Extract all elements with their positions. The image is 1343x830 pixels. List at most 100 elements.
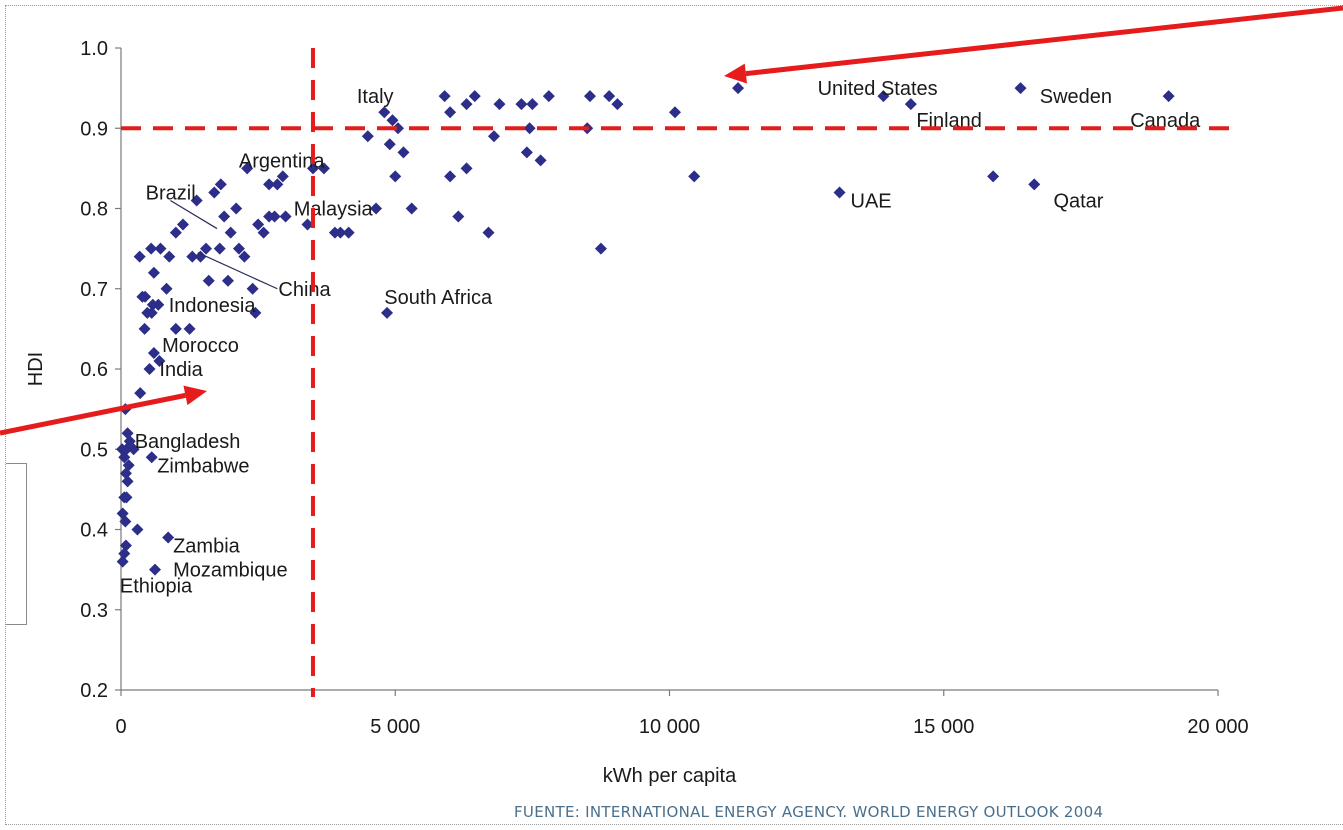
data-point	[246, 282, 259, 295]
data-point	[1014, 82, 1027, 95]
x-axis-label: kWh per capita	[603, 765, 737, 787]
data-point	[611, 98, 624, 111]
data-point	[163, 250, 176, 263]
data-point	[116, 555, 129, 568]
data-point	[276, 170, 289, 183]
data-point	[334, 226, 347, 239]
data-point	[145, 451, 158, 464]
data-point	[241, 162, 254, 175]
point-label: Indonesia	[169, 295, 257, 317]
data-point	[147, 346, 160, 359]
data-point	[1162, 90, 1175, 103]
x-tick-label: 0	[115, 716, 126, 738]
y-tick-label: 1.0	[80, 38, 108, 60]
data-point	[542, 90, 555, 103]
data-point	[160, 282, 173, 295]
point-label: Mozambique	[173, 560, 288, 582]
data-point	[169, 226, 182, 239]
data-point	[668, 106, 681, 119]
data-point	[162, 531, 175, 544]
data-point	[119, 515, 132, 528]
point-label: Zambia	[173, 536, 241, 558]
y-tick-label: 0.4	[80, 520, 108, 542]
data-point	[230, 202, 243, 215]
data-point	[133, 250, 146, 263]
arrow-to-low-hdi	[0, 385, 207, 436]
data-point	[218, 210, 231, 223]
point-label: Bangladesh	[135, 431, 241, 453]
data-point	[149, 563, 162, 576]
data-point	[136, 290, 149, 303]
data-point	[121, 427, 134, 440]
data-point	[877, 90, 890, 103]
data-point	[688, 170, 701, 183]
data-point	[186, 250, 199, 263]
data-point	[603, 90, 616, 103]
point-label: Morocco	[162, 335, 239, 357]
data-point	[119, 539, 132, 552]
data-point	[176, 218, 189, 231]
data-point	[224, 226, 237, 239]
data-point	[460, 162, 473, 175]
data-point	[381, 306, 394, 319]
point-label: Brazil	[146, 182, 196, 204]
data-point	[594, 242, 607, 255]
point-label: Ethiopia	[120, 576, 193, 598]
data-point	[154, 242, 167, 255]
data-point	[487, 130, 500, 143]
point-label: Italy	[357, 86, 394, 108]
data-point	[361, 130, 374, 143]
data-point	[190, 194, 203, 207]
data-point	[183, 322, 196, 335]
data-point	[397, 146, 410, 159]
data-point	[257, 226, 270, 239]
hdi-energy-scatter-chart: 0.2 0.3 0.4 0.5 0.6 0.7 0.8 0.9 1.0 0 5 000 10 000 1…	[0, 5, 1343, 787]
data-points	[116, 82, 1175, 576]
data-point	[520, 146, 533, 159]
data-point	[493, 98, 506, 111]
data-point	[153, 354, 166, 367]
point-label: China	[278, 279, 331, 301]
leader-line-china	[197, 252, 278, 290]
data-point	[468, 90, 481, 103]
data-point	[523, 122, 536, 135]
data-point	[301, 218, 314, 231]
y-tick-label: 0.3	[80, 600, 108, 622]
arrow-to-high-hdi	[724, 5, 1343, 84]
data-point	[169, 322, 182, 335]
data-point	[452, 210, 465, 223]
y-tick-label: 0.5	[80, 439, 108, 461]
data-point	[143, 363, 156, 375]
point-label: UAE	[851, 190, 892, 212]
data-point	[122, 459, 135, 472]
data-point	[526, 98, 539, 111]
data-point	[268, 210, 281, 223]
point-label: Zimbabwe	[157, 455, 249, 477]
y-tick-label: 0.8	[80, 199, 108, 221]
data-point	[444, 106, 457, 119]
data-point	[515, 98, 528, 111]
arrow-to-high-hdi-head	[724, 63, 747, 84]
arrow-to-high-hdi-shaft	[745, 5, 1343, 77]
source-note: FUENTE: INTERNATIONAL ENERGY AGENCY. WOR…	[514, 803, 1104, 821]
y-tick-label: 0.7	[80, 279, 108, 301]
data-point	[438, 90, 451, 103]
slide-frame	[5, 5, 1343, 825]
data-point	[200, 242, 213, 255]
data-point	[378, 106, 391, 119]
point-label: India	[159, 359, 203, 381]
data-point	[460, 98, 473, 111]
data-point	[208, 186, 221, 199]
data-point	[202, 274, 215, 287]
y-tick-label: 0.9	[80, 118, 108, 140]
arrow-to-low-hdi-shaft	[0, 392, 186, 436]
data-point	[118, 547, 131, 560]
data-point	[145, 242, 158, 255]
data-point	[213, 242, 226, 255]
data-point	[263, 178, 276, 191]
data-point	[444, 170, 457, 183]
data-point	[214, 178, 227, 191]
data-point	[833, 186, 846, 199]
side-box	[6, 463, 27, 625]
